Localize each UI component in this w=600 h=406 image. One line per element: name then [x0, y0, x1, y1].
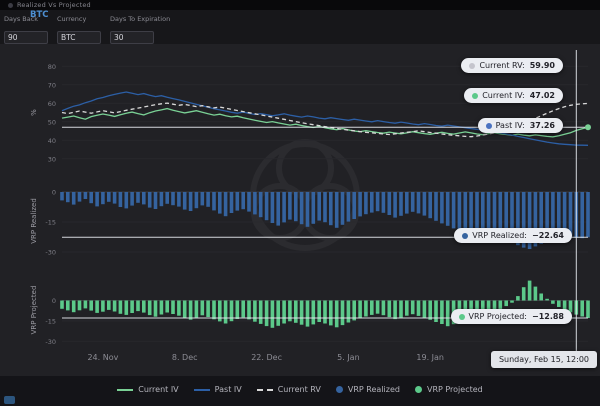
series-dot-icon	[472, 92, 479, 99]
days-back-label: Days Back	[4, 15, 39, 23]
legend-item-current-iv[interactable]: Current IV	[117, 385, 179, 394]
tooltip-label: Current RV:	[479, 61, 525, 70]
tooltip-label: Current IV:	[482, 91, 525, 100]
legend-item-past-iv[interactable]: Past IV	[193, 385, 242, 394]
series-dot-icon	[458, 313, 465, 320]
line-swatch-icon	[193, 388, 210, 391]
series-dot-icon	[485, 122, 492, 129]
legend-label: Current IV	[138, 385, 179, 394]
legend-label: Current RV	[277, 385, 321, 394]
titlebar: Realized Vs Projected	[0, 0, 600, 10]
legend-item-vrp-projected[interactable]: VRP Projected	[414, 385, 483, 394]
dot-swatch-icon	[414, 386, 422, 393]
legend-label: VRP Realized	[347, 385, 400, 394]
dashed-line-swatch-icon	[256, 388, 273, 391]
bottom-strip	[0, 376, 600, 406]
page-title: Realized Vs Projected	[17, 1, 91, 9]
legend-item-current-rv[interactable]: Current RV	[256, 385, 321, 394]
tooltip-label: Past IV:	[495, 121, 525, 130]
value-tooltip: Current RV: 59.90	[461, 58, 563, 73]
value-tooltip: Past IV: 37.26	[477, 118, 563, 133]
date-tooltip: Sunday, Feb 15, 12:00	[490, 351, 597, 368]
value-tooltip: Current IV: 47.02	[464, 88, 563, 103]
tooltip-label: VRP Realized:	[472, 231, 527, 240]
tooltip-label: VRP Projected:	[468, 312, 527, 321]
days-back-control: Days Back	[4, 15, 48, 44]
days-to-expiration-control: Days To Expiration	[110, 15, 170, 44]
currency-control: Currency	[57, 15, 101, 44]
symbol-label[interactable]: BTC	[30, 10, 49, 20]
tooltip-value: 47.02	[529, 91, 555, 100]
value-tooltip: VRP Projected: −12.88	[450, 309, 572, 324]
currency-input[interactable]	[57, 31, 101, 44]
legend: Current IV Past IV Current RV VRP Realized V…	[0, 385, 600, 394]
tooltip-value: 37.26	[529, 121, 555, 130]
series-dot-icon	[462, 232, 469, 239]
dot-swatch-icon	[335, 386, 343, 393]
tooltip-value: −12.88	[531, 312, 564, 321]
days-to-expiration-label: Days To Expiration	[110, 15, 171, 23]
window-icon	[8, 2, 13, 8]
legend-item-vrp-realized[interactable]: VRP Realized	[335, 385, 400, 394]
tooltip-value: 59.90	[529, 61, 555, 70]
legend-label: VRP Projected	[426, 385, 483, 394]
days-back-input[interactable]	[4, 31, 48, 44]
controls-bar: BTC Days Back Currency Days To Expiratio…	[0, 10, 600, 44]
currency-label: Currency	[57, 15, 87, 23]
value-tooltip: VRP Realized: −22.64	[454, 228, 572, 243]
app-badge-icon	[4, 396, 15, 404]
legend-label: Past IV	[214, 385, 242, 394]
tooltip-value: −22.64	[531, 231, 564, 240]
series-dot-icon	[469, 62, 476, 69]
line-swatch-icon	[117, 388, 134, 391]
days-to-expiration-input[interactable]	[110, 31, 154, 44]
